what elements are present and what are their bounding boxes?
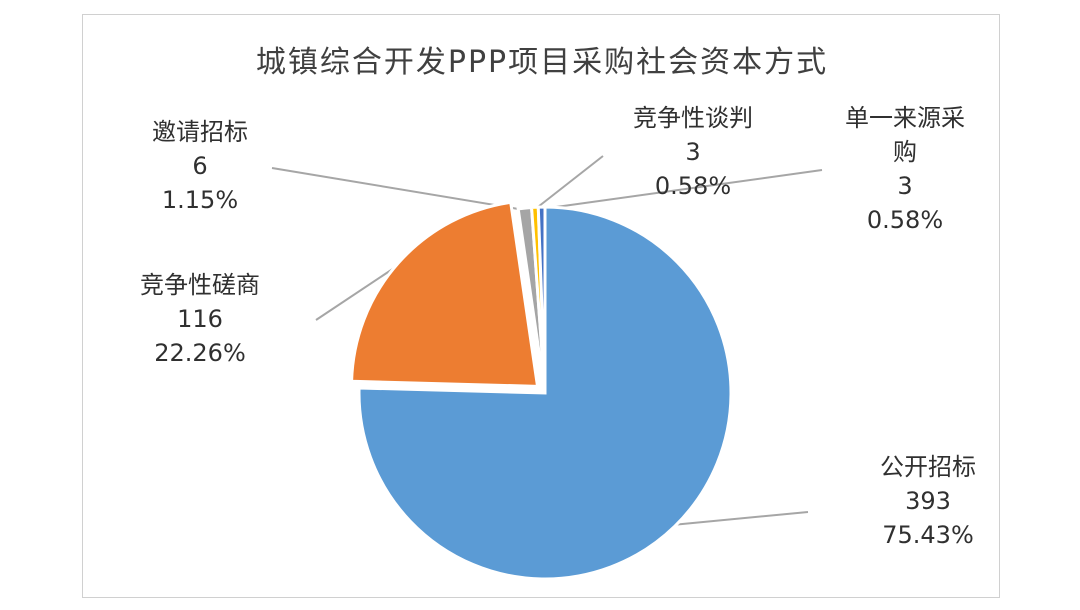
leader-line xyxy=(271,167,526,212)
leader-line xyxy=(673,511,809,526)
data-labels: 公开招标 393 75.43% 竞争性磋商 116 22.26% 邀请招标 6 1.15% 竞争性… xyxy=(140,104,976,549)
data-label: 单一来源采购 3 0.58% xyxy=(845,104,965,234)
pie-slice xyxy=(536,205,547,394)
pie-slice xyxy=(350,200,540,388)
leader-line xyxy=(534,155,604,211)
data-label: 公开招标 393 75.43% xyxy=(880,453,976,549)
data-label: 邀请招标 6 1.15% xyxy=(152,118,248,214)
chart-title: 城镇综合开发PPP项目采购社会资本方式 xyxy=(256,45,828,80)
data-label: 竞争性谈判 3 0.58% xyxy=(633,104,753,200)
pie-slices xyxy=(350,200,733,581)
leader-lines xyxy=(271,155,823,526)
leader-line xyxy=(315,263,401,321)
leader-line xyxy=(541,169,823,211)
data-label: 竞争性磋商 116 22.26% xyxy=(140,271,260,367)
